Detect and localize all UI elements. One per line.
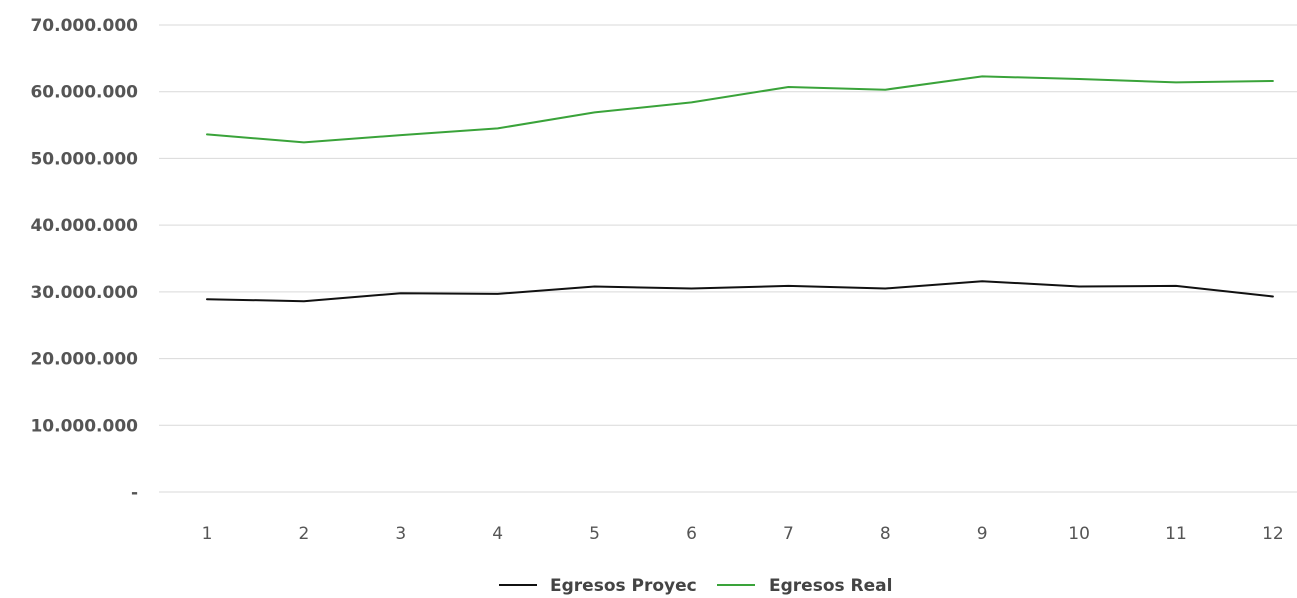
y-tick-label: 40.000.000 <box>30 216 138 236</box>
x-tick-label: 4 <box>492 524 503 544</box>
x-axis-ticks: 1 2 3 4 5 6 7 8 9 10 11 12 <box>202 524 1284 544</box>
y-tick-label: 70.000.000 <box>30 16 138 36</box>
x-tick-label: 12 <box>1262 524 1284 544</box>
x-tick-label: 7 <box>783 524 794 544</box>
x-tick-label: 3 <box>395 524 406 544</box>
y-tick-label: 60.000.000 <box>30 83 138 103</box>
y-tick-label: 20.000.000 <box>30 350 138 370</box>
y-tick-label: 10.000.000 <box>30 416 138 436</box>
x-tick-label: 2 <box>298 524 309 544</box>
legend-label: Egresos Real <box>769 576 892 596</box>
x-tick-label: 8 <box>880 524 891 544</box>
x-tick-label: 6 <box>686 524 697 544</box>
y-tick-label: 50.000.000 <box>30 149 138 169</box>
series-line-0 <box>206 280 1274 303</box>
x-tick-label: 9 <box>977 524 988 544</box>
gridlines <box>159 24 1297 493</box>
x-tick-label: 10 <box>1068 524 1090 544</box>
series-line-1 <box>206 75 1274 144</box>
y-axis-ticks: - 10.000.000 20.000.000 30.000.000 40.000.00… <box>30 16 138 503</box>
series-lines <box>206 75 1274 303</box>
x-tick-label: 5 <box>589 524 600 544</box>
legend-label: Egresos Proyec <box>550 576 697 596</box>
y-tick-label: 30.000.000 <box>30 283 138 303</box>
x-tick-label: 1 <box>202 524 213 544</box>
y-tick-label: - <box>131 483 138 503</box>
x-tick-label: 11 <box>1165 524 1187 544</box>
legend: Egresos Proyec Egresos Real <box>499 576 892 596</box>
